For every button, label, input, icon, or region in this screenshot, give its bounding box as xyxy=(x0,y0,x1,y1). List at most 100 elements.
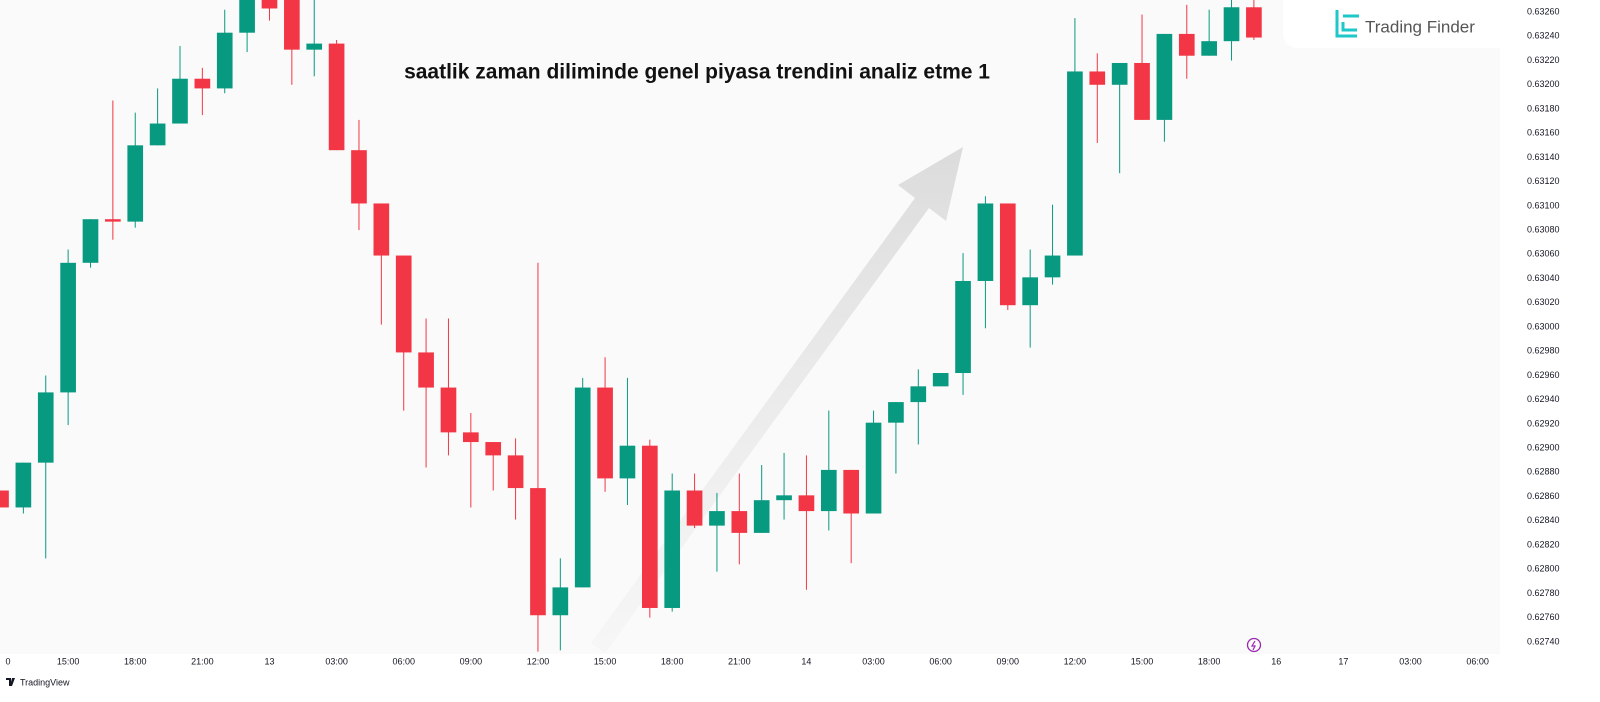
x-tick-label: 16 xyxy=(1271,656,1281,666)
y-tick-label: 0.63020 xyxy=(1527,297,1560,307)
candle-body xyxy=(820,469,837,512)
candle-body xyxy=(1111,62,1128,85)
candle-body xyxy=(328,43,345,151)
candle-body xyxy=(574,387,591,588)
y-tick-label: 0.62920 xyxy=(1527,418,1560,428)
candle-body xyxy=(1246,7,1262,38)
x-tick-label: 03:00 xyxy=(862,656,885,666)
candle-body xyxy=(15,462,32,508)
candle-body xyxy=(216,32,233,89)
x-tick-label: 12:00 xyxy=(1064,656,1087,666)
y-tick-label: 0.62960 xyxy=(1527,370,1560,380)
y-tick-label: 0.62760 xyxy=(1527,612,1560,622)
y-tick-label: 0.62820 xyxy=(1527,539,1560,549)
y-tick-label: 0.63200 xyxy=(1527,79,1560,89)
candle-body xyxy=(351,150,367,204)
candle-body xyxy=(1134,62,1150,120)
candle-body xyxy=(60,262,76,393)
candle-body xyxy=(1223,7,1240,42)
x-tick-label: 15:00 xyxy=(594,656,617,666)
x-tick-label: 21:00 xyxy=(728,656,751,666)
x-tick-label: 09:00 xyxy=(997,656,1020,666)
y-tick-label: 0.63100 xyxy=(1527,200,1560,210)
candle-body xyxy=(843,469,860,514)
candle-body xyxy=(530,488,546,616)
candle-body xyxy=(798,495,815,512)
y-tick-label: 0.63040 xyxy=(1527,273,1560,283)
candle-body xyxy=(418,352,434,388)
candle-body xyxy=(865,422,882,514)
candle-body xyxy=(1089,71,1106,85)
candle-body xyxy=(1022,277,1038,306)
candle-body xyxy=(910,386,927,403)
candle-body xyxy=(731,511,748,533)
x-tick-label: 06:00 xyxy=(929,656,952,666)
candle-body xyxy=(1156,33,1173,120)
candle-body xyxy=(507,455,524,489)
trend-arrow xyxy=(591,147,963,653)
candle-body xyxy=(172,78,188,124)
y-tick-label: 0.62880 xyxy=(1527,467,1560,477)
logo: Trading Finder xyxy=(1283,0,1525,48)
y-tick-label: 0.63080 xyxy=(1527,224,1560,234)
x-tick-label: 15:00 xyxy=(1131,656,1154,666)
x-tick-label: 18:00 xyxy=(661,656,684,666)
candle-body xyxy=(932,373,949,387)
x-tick-label: 13 xyxy=(264,656,274,666)
candle-body xyxy=(1178,33,1195,56)
candle-body xyxy=(686,490,703,526)
candle-body xyxy=(999,203,1016,306)
candle-body xyxy=(463,432,479,443)
x-tick-label: 0 xyxy=(5,656,10,666)
logo-icon xyxy=(1335,10,1359,38)
x-tick-label: 06:00 xyxy=(1466,656,1489,666)
candle-body xyxy=(261,0,278,9)
candle-body xyxy=(373,203,390,256)
candle-body xyxy=(395,255,412,353)
candle-body xyxy=(1067,71,1083,256)
y-tick-label: 0.62740 xyxy=(1527,636,1560,646)
plot-background xyxy=(0,0,1500,654)
y-tick-label: 0.63180 xyxy=(1527,103,1560,113)
x-tick-label: 03:00 xyxy=(1399,656,1422,666)
candle-body xyxy=(82,219,99,263)
candle-body xyxy=(284,0,300,50)
footer-icon xyxy=(6,678,15,686)
candle-body xyxy=(552,587,569,616)
event-icon[interactable] xyxy=(1246,637,1262,653)
x-tick-label: 06:00 xyxy=(392,656,415,666)
y-tick-label: 0.63060 xyxy=(1527,249,1560,259)
candle-body xyxy=(127,145,144,222)
footer-text: TradingView xyxy=(20,677,70,687)
candle-body xyxy=(753,500,770,533)
candle-body xyxy=(194,78,211,89)
candle-body xyxy=(977,203,994,281)
plot-area xyxy=(0,0,1262,652)
y-tick-label: 0.62800 xyxy=(1527,564,1560,574)
candle-body xyxy=(888,402,904,423)
y-tick-label: 0.62780 xyxy=(1527,588,1560,598)
candle-body xyxy=(239,0,255,33)
candle-body xyxy=(306,43,323,50)
candle-body xyxy=(709,511,725,526)
y-tick-label: 0.62940 xyxy=(1527,394,1560,404)
y-tick-label: 0.63160 xyxy=(1527,128,1560,138)
event-bolt xyxy=(1250,640,1256,651)
axes: 0.63260 0.63240 0.63220 0.63200 0.63180 0.631… xyxy=(5,6,1559,666)
y-tick-label: 0.63140 xyxy=(1527,152,1560,162)
x-tick-label: 18:00 xyxy=(1198,656,1221,666)
candle-body xyxy=(0,490,9,508)
candle-body xyxy=(776,495,792,501)
y-tick-label: 0.62900 xyxy=(1527,442,1560,452)
x-tick-label: 21:00 xyxy=(191,656,214,666)
candle-body xyxy=(105,219,121,222)
candle-body xyxy=(664,490,681,608)
y-tick-label: 0.63240 xyxy=(1527,31,1560,41)
candle-body xyxy=(597,387,613,479)
chart-title: saatlik zaman diliminde genel piyasa tre… xyxy=(404,61,990,84)
candle-body xyxy=(641,445,658,608)
candle-body xyxy=(485,442,502,456)
candle-body xyxy=(37,392,54,463)
x-tick-label: 14 xyxy=(801,656,811,666)
